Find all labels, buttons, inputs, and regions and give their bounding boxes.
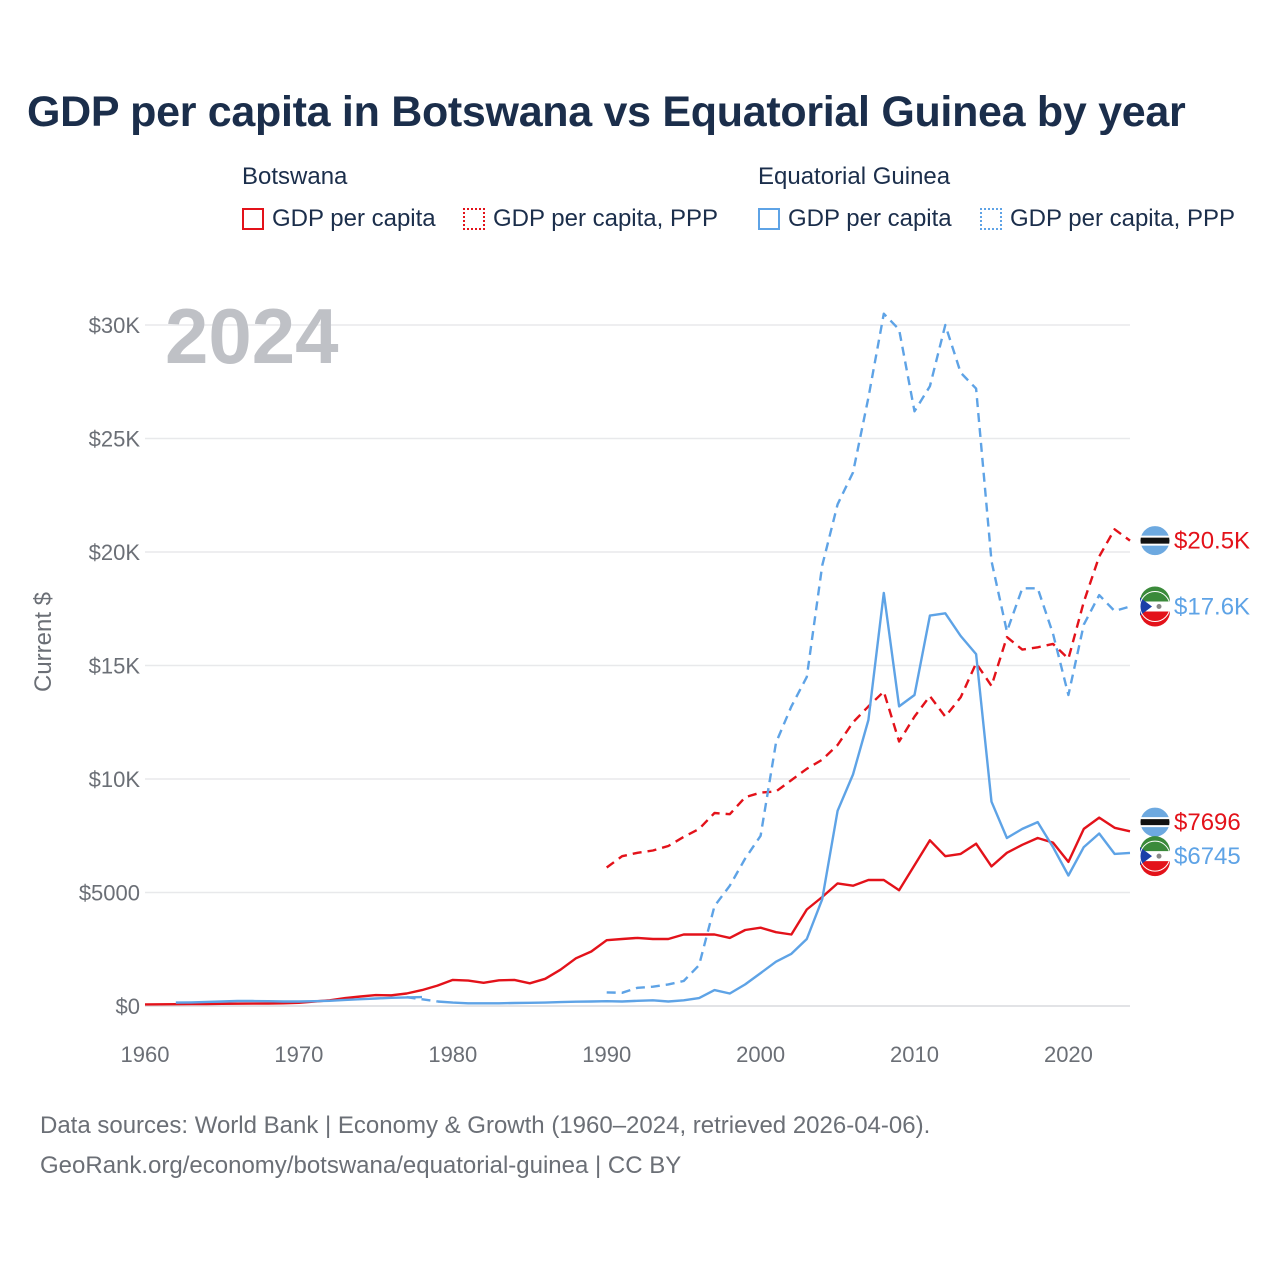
y-axis-label: Current $ bbox=[30, 592, 57, 692]
y-tick-label: $0 bbox=[116, 994, 140, 1019]
series-line bbox=[175, 995, 423, 1004]
y-tick-label: $25K bbox=[89, 427, 141, 452]
legend-item-equatorial-guinea-gdp-ppp[interactable]: GDP per capita, PPP bbox=[980, 205, 1235, 233]
y-tick-label: $20K bbox=[89, 540, 141, 565]
x-tick-label: 1960 bbox=[121, 1042, 170, 1067]
series-gap-connector bbox=[406, 995, 438, 1003]
x-tick-label: 2000 bbox=[736, 1042, 785, 1067]
botswana-flag-icon bbox=[1139, 525, 1171, 557]
end-value-label: $20.5K bbox=[1174, 528, 1250, 555]
x-tick-label: 2010 bbox=[890, 1042, 939, 1067]
series-line bbox=[606, 312, 1131, 994]
series-line bbox=[605, 528, 1131, 869]
end-value-label: $6745 bbox=[1174, 843, 1241, 870]
y-tick-label: $10K bbox=[89, 767, 141, 792]
y-tick-label: $30K bbox=[89, 313, 141, 338]
chart-title: GDP per capita in Botswana vs Equatorial… bbox=[27, 88, 1186, 136]
legend-swatch-solid bbox=[758, 208, 780, 230]
data-sources: Data sources: World Bank | Economy & Gro… bbox=[40, 1106, 930, 1186]
legend-item-label: GDP per capita, PPP bbox=[493, 205, 718, 232]
y-tick-label: $5000 bbox=[79, 881, 140, 906]
legend-item-botswana-gdp-ppp[interactable]: GDP per capita, PPP bbox=[463, 205, 718, 233]
x-tick-label: 1980 bbox=[428, 1042, 477, 1067]
x-tick-label: 1990 bbox=[582, 1042, 631, 1067]
current-year-label: 2024 bbox=[165, 292, 339, 380]
legend-swatch-solid bbox=[242, 208, 264, 230]
sources-line-2[interactable]: GeoRank.org/economy/botswana/equatorial-… bbox=[40, 1152, 682, 1179]
legend-item-equatorial-guinea-gdp[interactable]: GDP per capita bbox=[758, 205, 952, 233]
legend-item-botswana-gdp[interactable]: GDP per capita bbox=[242, 205, 436, 233]
legend-item-label: GDP per capita bbox=[272, 205, 436, 232]
legend-item-label: GDP per capita bbox=[788, 205, 952, 232]
legend-swatch-dotted bbox=[980, 208, 1002, 230]
equatorial-guinea-flag-icon bbox=[1139, 586, 1171, 627]
x-tick-label: 2020 bbox=[1044, 1042, 1093, 1067]
equatorial-guinea-flag-icon bbox=[1139, 836, 1171, 877]
legend-group-botswana: Botswana bbox=[242, 163, 348, 190]
end-value-label: $17.6K bbox=[1174, 593, 1250, 620]
legend-swatch-dotted bbox=[463, 208, 485, 230]
legend-item-label: GDP per capita, PPP bbox=[1010, 205, 1235, 232]
y-tick-label: $15K bbox=[89, 654, 141, 679]
x-tick-label: 1970 bbox=[274, 1042, 323, 1067]
legend-group-equatorial-guinea: Equatorial Guinea bbox=[758, 163, 951, 190]
sources-line-1: Data sources: World Bank | Economy & Gro… bbox=[40, 1112, 931, 1139]
botswana-flag-icon bbox=[1139, 806, 1171, 838]
series-line bbox=[144, 816, 1131, 1006]
series-line bbox=[437, 591, 1131, 1005]
end-value-label: $7696 bbox=[1174, 809, 1241, 836]
